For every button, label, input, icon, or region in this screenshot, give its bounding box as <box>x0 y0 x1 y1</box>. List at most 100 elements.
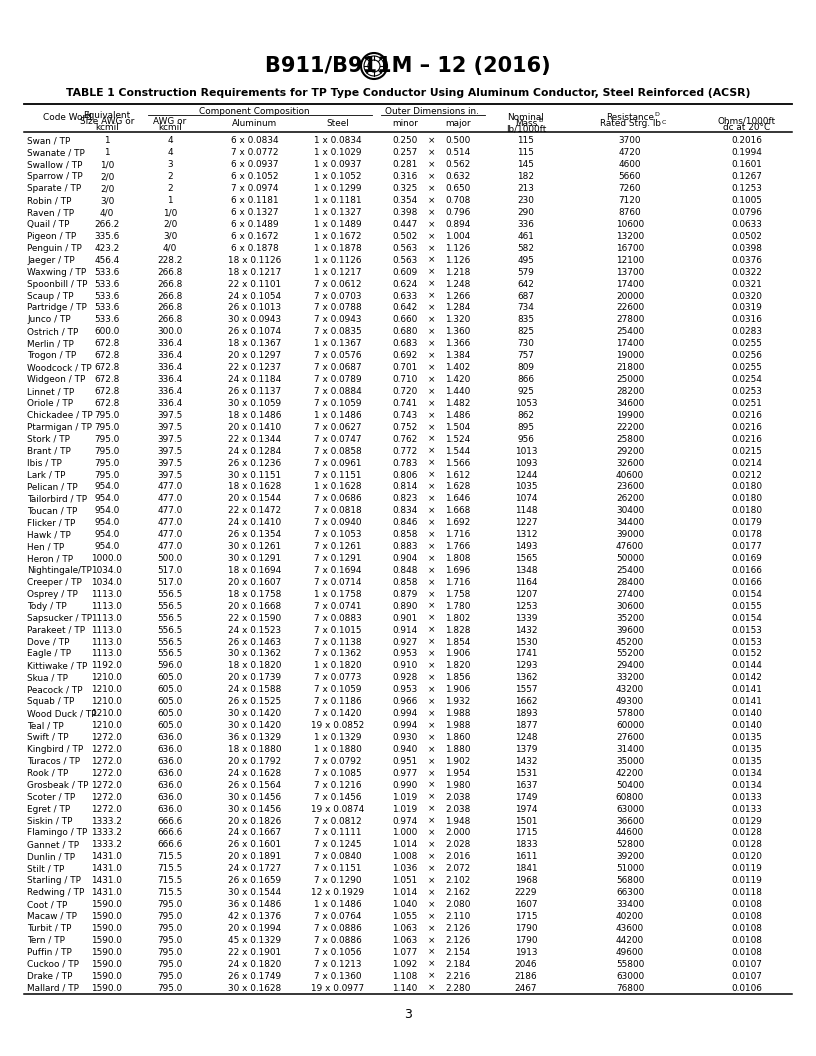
Text: 0.447: 0.447 <box>392 220 418 229</box>
Text: AWG or: AWG or <box>153 116 187 126</box>
Text: ×: × <box>428 518 435 527</box>
Text: 795.0: 795.0 <box>95 422 120 432</box>
Text: 7 x 0.0773: 7 x 0.0773 <box>314 674 361 682</box>
Text: Steel: Steel <box>326 119 349 129</box>
Text: 1.856: 1.856 <box>446 674 471 682</box>
Text: 1590.0: 1590.0 <box>91 960 122 968</box>
Text: 1210.0: 1210.0 <box>91 721 122 730</box>
Text: 115: 115 <box>517 136 534 146</box>
Text: Raven / TP: Raven / TP <box>27 208 74 218</box>
Text: ×: × <box>428 972 435 981</box>
Text: 0.0128: 0.0128 <box>731 829 762 837</box>
Text: 1 x 0.1181: 1 x 0.1181 <box>314 196 361 205</box>
Text: 1348: 1348 <box>515 566 537 574</box>
Text: 20 x 0.1826: 20 x 0.1826 <box>228 816 282 826</box>
Text: 0.0118: 0.0118 <box>731 888 762 898</box>
Text: 7 x 0.0886: 7 x 0.0886 <box>314 936 361 945</box>
Text: 0.281: 0.281 <box>392 161 418 169</box>
Text: 7 x 0.0943: 7 x 0.0943 <box>314 316 361 324</box>
Text: 0.0108: 0.0108 <box>731 912 762 921</box>
Text: 35000: 35000 <box>616 757 644 766</box>
Text: 0.692: 0.692 <box>392 352 418 360</box>
Text: 18 x 0.1628: 18 x 0.1628 <box>228 483 282 491</box>
Text: 7 x 0.1420: 7 x 0.1420 <box>314 710 361 718</box>
Text: 0.0142: 0.0142 <box>732 674 762 682</box>
Text: 1.954: 1.954 <box>446 769 471 778</box>
Text: 0.914: 0.914 <box>392 625 418 635</box>
Text: 636.0: 636.0 <box>157 805 183 813</box>
Text: 1493: 1493 <box>515 542 537 551</box>
Text: Starling / TP: Starling / TP <box>27 876 81 885</box>
Text: 21800: 21800 <box>616 363 644 372</box>
Text: 4/0: 4/0 <box>163 244 177 252</box>
Text: 7 x 0.1261: 7 x 0.1261 <box>314 542 361 551</box>
Text: 1210.0: 1210.0 <box>91 685 122 694</box>
Text: 2.184: 2.184 <box>446 960 471 968</box>
Text: 1093: 1093 <box>515 458 537 468</box>
Text: 672.8: 672.8 <box>95 375 120 384</box>
Text: 1607: 1607 <box>515 900 537 909</box>
Text: B: B <box>538 118 543 124</box>
Text: ×: × <box>428 780 435 790</box>
Text: 2: 2 <box>167 184 173 193</box>
Text: 18 x 0.1758: 18 x 0.1758 <box>228 590 282 599</box>
Text: 605.0: 605.0 <box>157 710 183 718</box>
Text: 0.0179: 0.0179 <box>732 518 762 527</box>
Text: 1.988: 1.988 <box>446 721 471 730</box>
Text: 715.5: 715.5 <box>157 888 183 898</box>
Text: 22 x 0.1101: 22 x 0.1101 <box>228 280 282 288</box>
Text: ×: × <box>428 852 435 862</box>
Text: 18 x 0.1694: 18 x 0.1694 <box>228 566 282 574</box>
Text: 0.0376: 0.0376 <box>732 256 762 265</box>
Text: 7 x 0.0764: 7 x 0.0764 <box>314 912 361 921</box>
Text: 795.0: 795.0 <box>95 411 120 420</box>
Text: 0.0133: 0.0133 <box>732 793 762 802</box>
Text: 1501: 1501 <box>515 816 537 826</box>
Text: 18 x 0.1217: 18 x 0.1217 <box>228 268 282 277</box>
Text: 1.402: 1.402 <box>446 363 471 372</box>
Text: 956: 956 <box>517 435 534 444</box>
Text: 1272.0: 1272.0 <box>91 805 122 813</box>
Text: 636.0: 636.0 <box>157 793 183 802</box>
Text: 0.883: 0.883 <box>392 542 418 551</box>
Text: 596.0: 596.0 <box>157 661 183 671</box>
Text: 636.0: 636.0 <box>157 757 183 766</box>
Text: 30600: 30600 <box>616 602 644 610</box>
Text: 517.0: 517.0 <box>157 578 183 587</box>
Text: 0.0133: 0.0133 <box>732 805 762 813</box>
Text: 0.977: 0.977 <box>392 769 418 778</box>
Text: 18 x 0.1486: 18 x 0.1486 <box>228 411 282 420</box>
Text: Code Word: Code Word <box>42 113 91 121</box>
Text: 0.0322: 0.0322 <box>732 268 762 277</box>
Text: 636.0: 636.0 <box>157 780 183 790</box>
Text: 36600: 36600 <box>616 816 644 826</box>
Text: 0.0153: 0.0153 <box>732 638 762 646</box>
Text: ×: × <box>428 208 435 218</box>
Text: 0.0119: 0.0119 <box>732 864 762 873</box>
Text: 1 x 0.1052: 1 x 0.1052 <box>314 172 361 182</box>
Text: 0.0216: 0.0216 <box>732 435 762 444</box>
Text: 1227: 1227 <box>515 518 537 527</box>
Text: ×: × <box>428 483 435 491</box>
Text: Skua / TP: Skua / TP <box>27 674 68 682</box>
Text: 335.6: 335.6 <box>95 232 120 241</box>
Text: 1590.0: 1590.0 <box>91 972 122 981</box>
Text: Sapsucker / TP: Sapsucker / TP <box>27 614 92 623</box>
Text: 27600: 27600 <box>616 733 644 742</box>
Text: 0.1253: 0.1253 <box>732 184 762 193</box>
Text: Woodcock / TP: Woodcock / TP <box>27 363 91 372</box>
Text: 1333.2: 1333.2 <box>91 841 122 849</box>
Text: Swan / TP: Swan / TP <box>27 136 70 146</box>
Text: 30 x 0.1420: 30 x 0.1420 <box>228 710 282 718</box>
Text: ×: × <box>428 386 435 396</box>
Text: 1590.0: 1590.0 <box>91 924 122 932</box>
Text: Nominal: Nominal <box>508 113 544 121</box>
Text: 1.004: 1.004 <box>446 232 471 241</box>
Text: 145: 145 <box>517 161 534 169</box>
Text: 2.102: 2.102 <box>446 876 471 885</box>
Text: 43600: 43600 <box>616 924 644 932</box>
Text: Junco / TP: Junco / TP <box>27 316 71 324</box>
Text: 925: 925 <box>517 386 534 396</box>
Text: 1.980: 1.980 <box>446 780 471 790</box>
Text: 1.612: 1.612 <box>446 471 471 479</box>
